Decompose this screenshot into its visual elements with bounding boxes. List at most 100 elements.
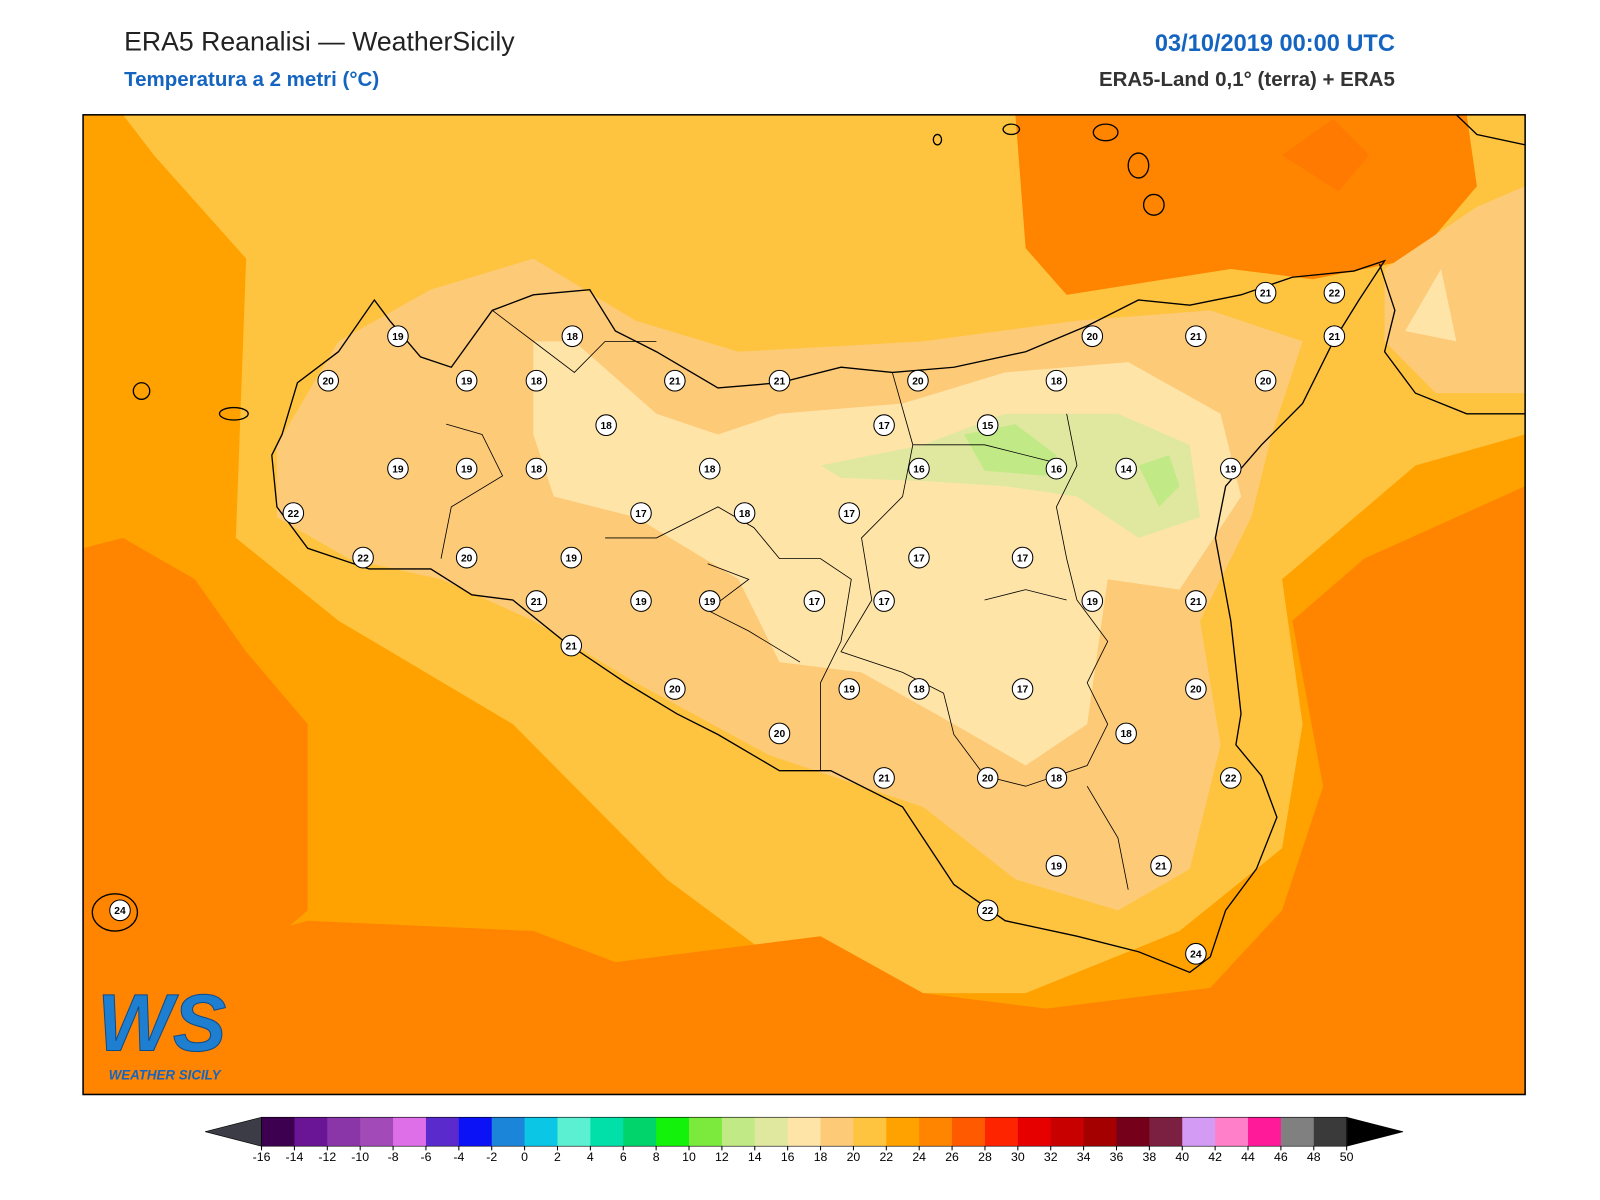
station-marker <box>352 546 374 569</box>
station-value: 17 <box>1017 553 1029 564</box>
station-marker <box>1115 722 1137 745</box>
colorbar-swatch <box>820 1117 854 1147</box>
station-marker <box>109 899 131 922</box>
station-value: 18 <box>1051 774 1063 785</box>
station-marker <box>1045 457 1068 480</box>
station-value: 21 <box>669 376 681 387</box>
colorbar-tick-label: -2 <box>486 1150 497 1164</box>
station-value: 21 <box>1260 288 1272 299</box>
colorbar-tick-label: 20 <box>847 1150 861 1164</box>
station-marker <box>560 634 583 657</box>
colorbar-swatch <box>886 1117 920 1147</box>
station-marker <box>698 457 721 480</box>
colorbar-tick-label: 48 <box>1307 1150 1321 1164</box>
colorbar-tick-label: 10 <box>682 1150 696 1164</box>
colorbar-tick-label: 8 <box>653 1150 660 1164</box>
station-marker <box>908 457 930 480</box>
station-marker <box>976 414 999 437</box>
colorbar-swatch <box>623 1117 657 1147</box>
colorbar-swatch <box>754 1117 789 1147</box>
colorbar-swatch <box>261 1117 295 1147</box>
colorbar-swatch <box>1116 1117 1150 1147</box>
station-marker <box>1220 457 1242 480</box>
colorbar-tick-label: 28 <box>978 1150 992 1164</box>
colorbar-swatch <box>458 1117 493 1147</box>
colorbar-swatch <box>393 1117 427 1147</box>
map: 19 18 20 19 18 21 21 20 18 20 21 21 22 21 20 18 17 15 19 19… <box>83 114 1526 1095</box>
station-marker <box>976 899 999 922</box>
colorbar-swatch <box>689 1117 723 1147</box>
station-value: 20 <box>322 376 334 387</box>
station-value: 14 <box>1120 464 1132 475</box>
colorbar-tick-label: 44 <box>1241 1150 1255 1164</box>
colorbar-under <box>205 1116 262 1147</box>
station-marker <box>873 414 895 437</box>
station-value: 18 <box>1051 376 1063 387</box>
station-value: 17 <box>913 553 925 564</box>
station-value: 21 <box>774 376 786 387</box>
station-value: 19 <box>392 332 404 343</box>
station-value: 22 <box>1225 774 1237 785</box>
station-marker <box>1323 325 1346 348</box>
colorbar-over <box>1346 1116 1404 1147</box>
colorbar-tick-label: 42 <box>1208 1150 1222 1164</box>
station-value: 20 <box>1260 376 1272 387</box>
station-value: 17 <box>635 509 647 520</box>
station-marker <box>698 590 721 612</box>
colorbar-swatch <box>294 1117 328 1147</box>
station-marker <box>873 590 895 612</box>
station-marker <box>455 369 478 392</box>
station-marker <box>1011 678 1034 700</box>
title: ERA5 Reanalisi — WeatherSicily <box>124 26 515 56</box>
station-value: 21 <box>566 641 578 652</box>
station-value: 17 <box>809 597 821 608</box>
colorbar-swatch <box>1182 1117 1216 1147</box>
station-marker <box>1081 325 1104 348</box>
colorbar-tick-label: 2 <box>554 1150 561 1164</box>
station-value: 19 <box>635 597 647 608</box>
map-frame <box>82 114 1526 1096</box>
station-marker <box>908 546 930 569</box>
station-marker <box>455 457 478 480</box>
station-value: 18 <box>739 509 751 520</box>
colorbar-swatch <box>853 1117 887 1147</box>
colorbar-swatch <box>1313 1117 1348 1147</box>
colorbar-swatch <box>1149 1117 1183 1147</box>
colorbar-tick-label: 12 <box>715 1150 729 1164</box>
station-value: 20 <box>982 774 994 785</box>
station-value: 19 <box>461 464 473 475</box>
colorbar-swatch <box>1248 1117 1282 1147</box>
station-marker <box>768 369 791 392</box>
colorbar-tick-label: -6 <box>420 1150 431 1164</box>
station-marker <box>630 590 652 612</box>
station-value: 22 <box>1329 288 1341 299</box>
station-value: 19 <box>704 597 716 608</box>
colorbar-swatch <box>1280 1117 1315 1147</box>
source: ERA5-Land 0,1° (terra) + ERA5 <box>1099 68 1395 91</box>
station-value: 19 <box>566 553 578 564</box>
colorbar-tick-label: -12 <box>318 1150 336 1164</box>
colorbar-swatch <box>557 1117 591 1147</box>
station-value: 16 <box>1051 464 1063 475</box>
colorbar-swatch <box>1017 1117 1052 1147</box>
colorbar-swatch <box>721 1117 756 1147</box>
station-value: 20 <box>774 729 786 740</box>
colorbar-tick-label: 36 <box>1110 1150 1124 1164</box>
station-marker <box>838 678 860 700</box>
colorbar-tick-label: -14 <box>286 1150 304 1164</box>
station-marker <box>317 369 339 392</box>
colorbar-swatch <box>491 1117 526 1147</box>
station-marker <box>1323 281 1346 304</box>
colorbar-tick-label: -10 <box>351 1150 369 1164</box>
colorbar-tick-label: -16 <box>253 1150 271 1164</box>
colorbar-swatch <box>425 1117 460 1147</box>
station-value: 20 <box>461 553 473 564</box>
station-value: 17 <box>844 509 856 520</box>
station-marker <box>1045 767 1068 789</box>
station-value: 19 <box>461 376 473 387</box>
station-marker <box>455 546 478 569</box>
colorbar-tick-label: 30 <box>1011 1150 1025 1164</box>
colorbar: -16 -14 -12 -10 -8 -6 -4 -2 0 2 4 6 8 10 12 14 16 18 20 22 2… <box>205 1116 1404 1164</box>
station-value: 21 <box>1155 862 1167 873</box>
